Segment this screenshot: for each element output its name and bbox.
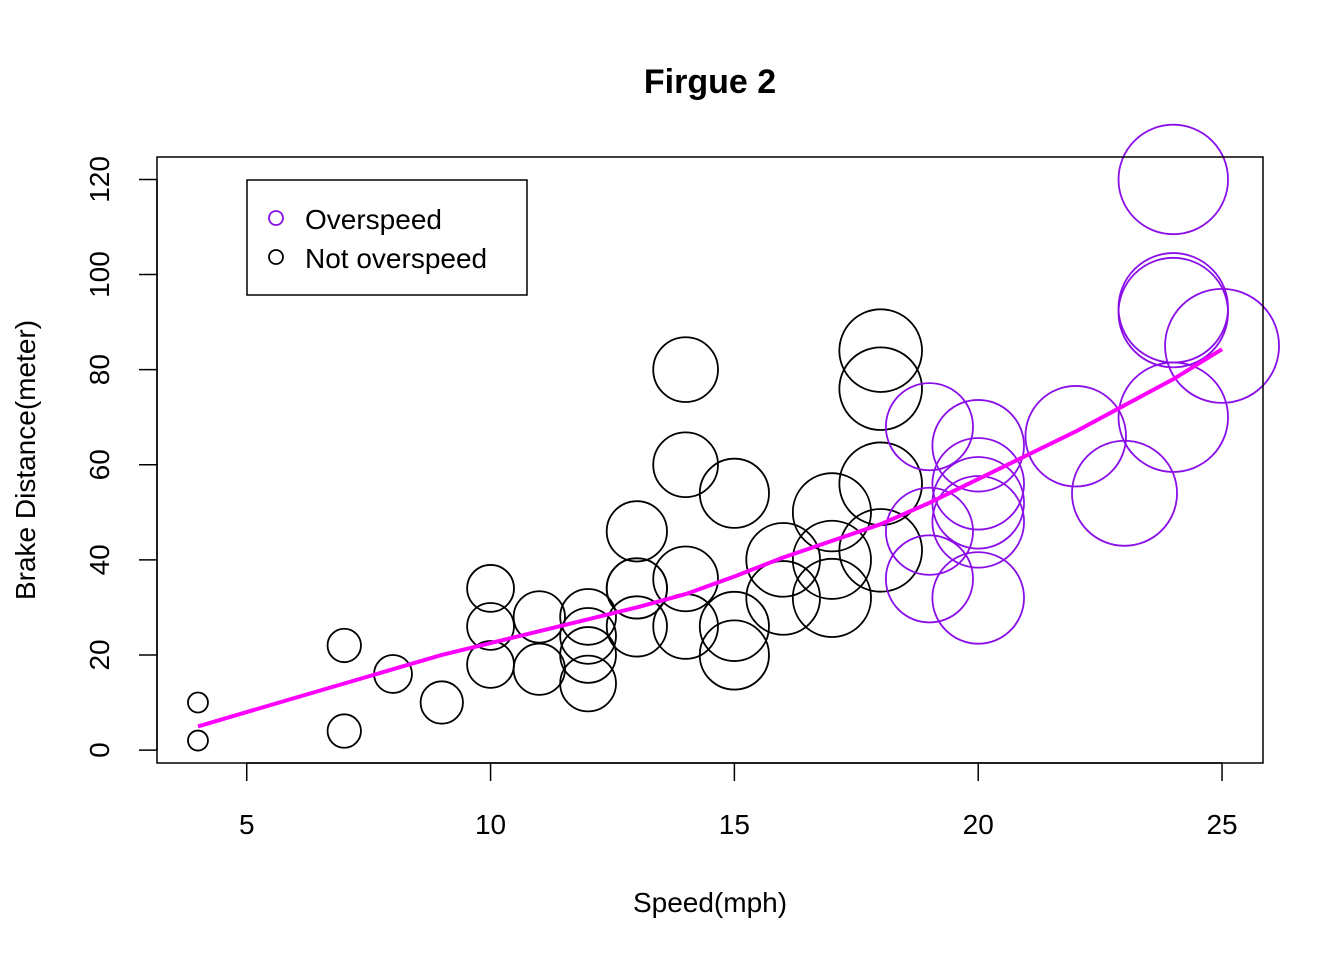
data-point	[931, 551, 1025, 645]
data-point	[605, 595, 668, 658]
data-point	[745, 560, 821, 636]
y-axis: 0 20 40 60 80 100 120	[84, 156, 158, 758]
legend: Overspeed Not overspeed	[246, 179, 528, 296]
data-point	[931, 399, 1025, 493]
data-point	[838, 308, 923, 393]
data-point	[559, 607, 617, 665]
data-point	[187, 691, 209, 714]
data-point	[326, 713, 362, 749]
data-point	[931, 475, 1025, 569]
data-point	[1164, 287, 1280, 404]
legend-marker-not-overspeed	[268, 249, 284, 265]
y-axis-label: Brake Distance(meter)	[10, 320, 41, 600]
y-tick-label: 120	[84, 156, 115, 203]
data-point	[838, 346, 923, 431]
data-point	[1117, 252, 1229, 364]
y-tick-label: 80	[84, 354, 115, 385]
y-tick-label: 0	[84, 742, 115, 758]
data-point	[931, 437, 1025, 531]
data-point	[559, 654, 617, 713]
x-axis-label: Speed(mph)	[633, 887, 787, 918]
data-point	[884, 382, 974, 472]
data-point	[931, 456, 1025, 550]
data-point	[512, 642, 566, 696]
x-tick-label: 5	[239, 809, 255, 840]
data-point	[1024, 385, 1127, 488]
data-point	[466, 602, 515, 651]
data-point	[884, 486, 974, 576]
data-point	[791, 472, 872, 553]
x-tick-label: 15	[719, 809, 750, 840]
data-point	[512, 590, 566, 644]
trend-line	[197, 347, 1224, 729]
data-point	[884, 534, 974, 624]
data-point	[652, 336, 719, 403]
data-point	[605, 557, 668, 620]
data-point	[698, 590, 770, 662]
y-tick-label: 60	[84, 449, 115, 480]
data-point	[187, 729, 209, 752]
plot-marks	[187, 123, 1280, 752]
data-point	[1071, 439, 1178, 547]
x-axis: 5 10 15 20 25	[239, 762, 1238, 840]
data-point	[1117, 256, 1229, 369]
y-tick-label: 100	[84, 251, 115, 298]
y-tick-label: 40	[84, 544, 115, 575]
legend-label-not-overspeed: Not overspeed	[305, 243, 487, 274]
data-point	[652, 545, 719, 613]
legend-box	[246, 179, 528, 296]
data-point	[838, 508, 923, 593]
x-tick-label: 20	[963, 809, 994, 840]
data-point	[559, 626, 617, 684]
data-point	[791, 557, 872, 638]
data-point	[1117, 123, 1229, 236]
data-point	[745, 522, 821, 598]
y-tick-label: 20	[84, 639, 115, 670]
data-point	[698, 619, 770, 691]
data-point	[326, 627, 362, 664]
legend-marker-overspeed	[268, 210, 284, 226]
data-point	[605, 500, 668, 563]
legend-label-overspeed: Overspeed	[305, 204, 442, 235]
data-point	[466, 564, 515, 613]
x-tick-label: 10	[475, 809, 506, 840]
data-point	[698, 457, 770, 529]
data-point	[559, 588, 617, 646]
data-point	[652, 431, 719, 499]
data-point	[419, 680, 464, 725]
chart-title: Firgue 2	[644, 63, 776, 101]
x-tick-label: 25	[1206, 809, 1237, 840]
data-point	[791, 519, 872, 600]
